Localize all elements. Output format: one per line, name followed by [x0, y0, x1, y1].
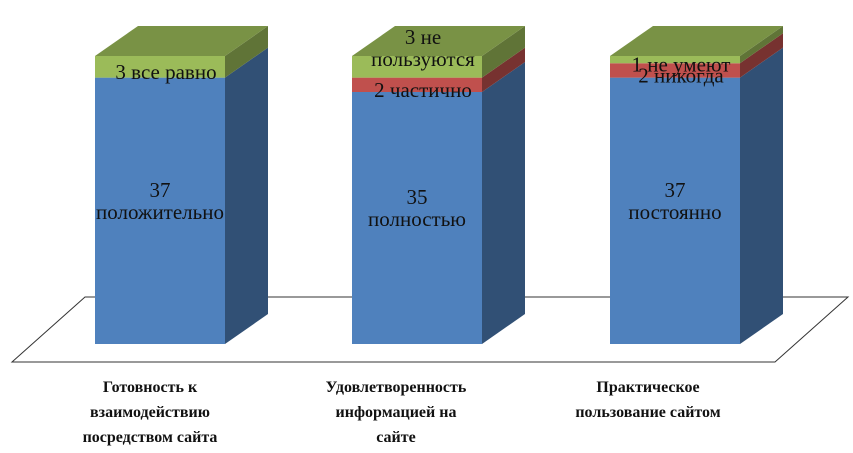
bar-segment-side-2-2 — [482, 47, 525, 92]
bar-segment-front-1-3 — [95, 56, 225, 78]
bar-segment-front-3-2 — [610, 63, 740, 78]
bar-segment-front-2-3 — [352, 56, 482, 78]
bar-segment-side-2-3 — [482, 26, 525, 78]
segment-label-line: постоянно — [628, 200, 721, 224]
segment-label-line: пользуются — [371, 47, 475, 71]
segment-label-2-1: 35 полностью — [368, 185, 466, 231]
category-label-line: Удовлетворенность — [326, 379, 467, 396]
bar-segment-front-3-3 — [610, 56, 740, 64]
category-label-line: взаимодействию — [90, 404, 210, 421]
bar-segment-front-2-2 — [352, 77, 482, 92]
category-label-line: пользование сайтом — [575, 404, 720, 421]
bar-segment-front-3-1 — [610, 77, 740, 344]
segment-label-line: 1 не умеют — [632, 53, 731, 77]
segment-label-line: положительно — [96, 200, 224, 224]
bar-top-2 — [352, 26, 525, 56]
segment-label-line: 2 частично — [374, 78, 472, 102]
category-label-line: Практическое — [596, 379, 699, 396]
segment-label-line: 35 — [407, 185, 428, 209]
segment-label-3-1: 37 постоянно — [628, 178, 721, 224]
bar-segment-front-1-1 — [95, 77, 225, 344]
category-label-line: посредством сайта — [83, 429, 218, 446]
segment-label-3-2: 2 никогда — [638, 63, 724, 87]
segment-label-2-3: 3 не пользуются — [371, 25, 475, 71]
segment-label-1-1: 37 положительно — [96, 178, 224, 224]
category-label-line: информацией на — [336, 404, 457, 421]
segment-label-line: 2 никогда — [638, 63, 724, 87]
category-label-1: Готовность к взаимодействию посредством са… — [83, 379, 218, 446]
segment-label-3-3: 1 не умеют — [632, 53, 731, 77]
bar-segment-side-3-3 — [740, 26, 783, 64]
bar-segment-front-2-1 — [352, 92, 482, 344]
bar-segment-side-1-3 — [225, 26, 268, 78]
bar-segment-side-2-1 — [482, 62, 525, 344]
segment-label-line: 37 — [665, 178, 686, 202]
bar-segment-side-3-2 — [740, 33, 783, 78]
segment-label-line: 37 — [150, 178, 171, 202]
segment-label-line: 3 все равно — [115, 60, 216, 84]
segment-label-line: полностью — [368, 207, 466, 231]
bar-top-3 — [610, 26, 783, 56]
bar-top-1 — [95, 26, 268, 56]
bar-segment-side-3-1 — [740, 47, 783, 344]
segment-label-1-2: 3 все равно — [115, 60, 216, 84]
bar-segment-side-1-1 — [225, 47, 268, 344]
segment-label-2-2: 2 частично — [374, 78, 472, 102]
category-label-2: Удовлетворенность информацией на сайте — [326, 379, 467, 446]
category-label-line: Готовность к — [103, 379, 198, 396]
category-label-3: Практическое пользование сайтом — [575, 379, 720, 421]
segment-label-line: 3 не — [405, 25, 441, 49]
category-label-line: сайте — [376, 429, 415, 446]
